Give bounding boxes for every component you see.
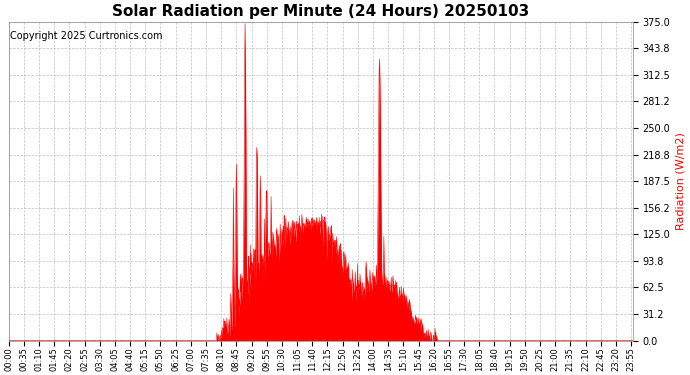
Title: Solar Radiation per Minute (24 Hours) 20250103: Solar Radiation per Minute (24 Hours) 20… bbox=[112, 4, 529, 19]
Text: Copyright 2025 Curtronics.com: Copyright 2025 Curtronics.com bbox=[10, 31, 162, 41]
Y-axis label: Radiation (W/m2): Radiation (W/m2) bbox=[676, 132, 686, 230]
